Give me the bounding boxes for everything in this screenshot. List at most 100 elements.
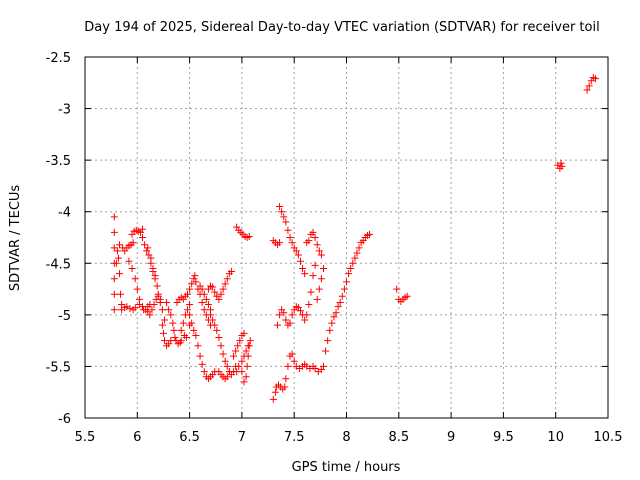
data-point [110,228,118,236]
data-point [355,244,363,252]
data-point [311,261,319,269]
data-point [219,350,227,358]
data-point [223,362,231,370]
data-point [305,237,313,245]
x-tick-label: 6 [133,430,141,445]
data-point [116,241,124,249]
y-tick-label: -4 [58,206,71,221]
data-point [196,352,204,360]
data-point [198,360,206,368]
x-tick-label: 6.5 [179,430,200,445]
data-point [328,319,336,327]
data-point [113,247,121,255]
data-point [282,316,290,324]
data-point [219,285,227,293]
data-point [353,249,361,257]
data-point [280,213,288,221]
data-point [281,383,289,391]
data-point [188,319,196,327]
data-point [322,347,330,355]
data-point [557,159,565,167]
data-point [207,311,215,319]
data-point [236,337,244,345]
data-point [177,326,185,334]
data-point [159,329,167,337]
data-point [234,342,242,350]
data-point [110,244,118,252]
data-point [131,275,139,283]
data-point [326,326,334,334]
data-point [215,334,223,342]
x-tick-label: 9.5 [493,430,514,445]
data-point [209,283,217,291]
data-point [114,254,122,262]
data-point [240,329,248,337]
data-point [230,352,238,360]
data-point [133,285,141,293]
data-point [198,298,206,306]
data-point [188,280,196,288]
data-point [192,278,200,286]
data-point [194,342,202,350]
x-tick-label: 8.5 [388,430,409,445]
data-point [334,303,342,311]
data-point [338,292,346,300]
data-point [125,257,133,265]
data-point [112,259,120,267]
data-point [153,282,161,290]
data-point [204,301,212,309]
data-point [269,395,277,403]
data-point [191,272,199,280]
data-point [235,362,243,370]
data-point [131,304,139,312]
data-point [311,364,319,372]
data-point [345,270,353,278]
data-point [139,234,147,241]
data-point [141,241,149,249]
data-point [215,295,223,303]
x-tick-label: 7 [238,430,246,445]
data-point [245,232,253,240]
x-tick-label: 10 [547,430,564,445]
data-point [276,239,284,247]
data-point [156,295,164,303]
data-point [192,331,200,339]
data-point [303,311,311,319]
data-point [116,270,124,278]
data-point [282,218,290,226]
data-point [221,357,229,365]
data-point [110,306,118,314]
data-point [242,347,250,355]
data-point [317,251,325,259]
data-point [319,264,327,272]
data-point [305,301,313,309]
data-point [273,321,281,329]
data-point [110,275,118,283]
y-tick-label: -3 [58,103,71,118]
data-point [126,305,134,313]
data-point [315,285,323,293]
data-point [150,301,158,309]
x-axis-ticks: 5.5 6 6.5 7 7.5 8 8.5 9 9.5 10 10.5 [75,57,622,445]
y-tick-label: -5 [58,309,71,324]
data-point [393,285,401,293]
data-point [110,290,118,298]
data-point [186,301,194,309]
data-point [223,275,231,283]
data-point [301,316,309,324]
x-axis-title: GPS time / hours [292,460,401,475]
x-tick-label: 5.5 [75,430,96,445]
x-tick-label: 8 [342,430,350,445]
data-point [128,264,136,272]
data-points [110,74,599,403]
data-point [158,321,166,329]
data-point [292,247,300,255]
data-point [240,378,248,386]
data-point [313,295,321,303]
data-point [309,228,317,236]
data-point [280,309,288,317]
data-point [585,82,593,90]
data-point [351,254,359,262]
x-tick-label: 7.5 [284,430,305,445]
